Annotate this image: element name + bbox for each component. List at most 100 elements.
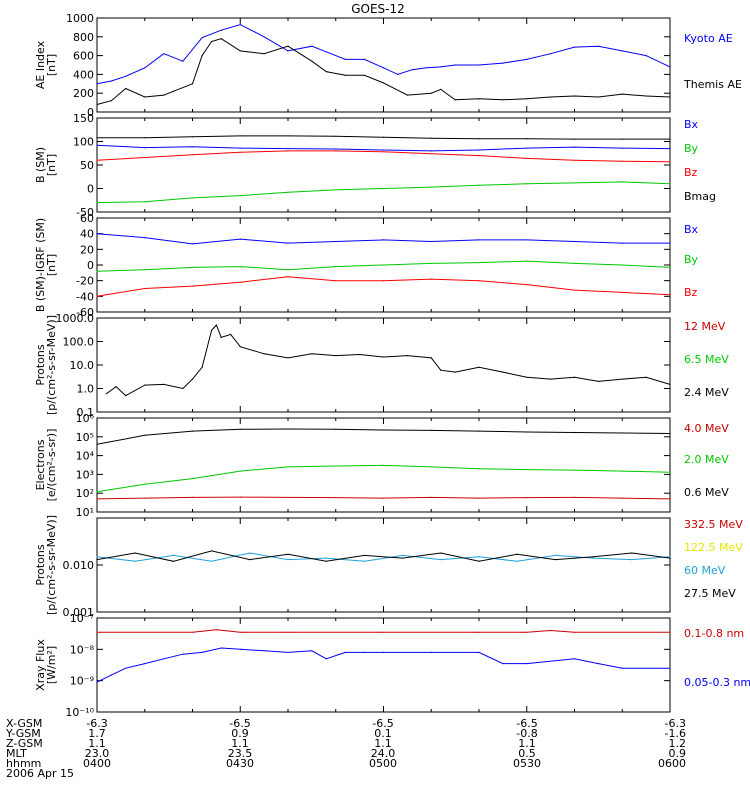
data-point [502, 371, 504, 373]
data-point [382, 464, 385, 466]
data-point [669, 96, 671, 98]
data-point [382, 239, 385, 241]
data-point [201, 366, 203, 368]
data-point [239, 147, 241, 149]
data-point [382, 651, 385, 654]
series-line [96, 233, 670, 245]
data-point [669, 471, 671, 473]
data-point [526, 284, 528, 286]
data-point [411, 69, 413, 71]
data-point [211, 550, 213, 552]
data-point [550, 378, 552, 380]
data-point [621, 470, 623, 472]
data-point [144, 147, 146, 149]
data-point [573, 376, 576, 378]
data-point [526, 631, 528, 633]
data-point [96, 159, 98, 161]
data-point [96, 103, 98, 106]
data-point [669, 266, 671, 268]
data-point [363, 560, 365, 562]
data-point [406, 94, 408, 96]
data-point [335, 266, 337, 268]
data-point [239, 281, 241, 283]
data-point [344, 74, 346, 76]
data-point [454, 371, 456, 373]
data-point [163, 94, 165, 96]
data-point [191, 496, 194, 498]
data-point [144, 137, 146, 139]
data-point [191, 285, 194, 287]
data-point [502, 62, 504, 64]
data-point [430, 186, 432, 188]
data-point [430, 240, 432, 243]
panel-frame [96, 17, 671, 113]
ephemeris-row-label: 2006 Apr 15 [6, 767, 74, 780]
data-point [201, 37, 203, 39]
legend-label: 60 MeV [684, 564, 726, 577]
data-point [287, 135, 289, 137]
data-point [96, 137, 98, 139]
data-point [430, 651, 432, 654]
data-point [526, 138, 528, 140]
ephemeris-value: 0.5 [518, 747, 536, 760]
y-tick-label: 200 [73, 87, 94, 100]
data-point [526, 147, 528, 149]
ephemeris-value: 1.1 [88, 737, 106, 750]
data-point [478, 651, 480, 654]
y-tick-label: -40 [76, 290, 94, 303]
data-point [335, 465, 337, 467]
data-point [621, 181, 623, 183]
data-point [526, 663, 528, 665]
data-point [621, 93, 623, 95]
data-point [96, 443, 98, 445]
panel-ae: 0 200 400 600 800 1000 AE Index[nT] Kyoto AE The… [34, 12, 742, 119]
data-point [311, 45, 313, 47]
data-point [430, 278, 432, 280]
data-point [631, 552, 633, 554]
data-point [144, 96, 146, 98]
data-point [287, 191, 289, 193]
data-point [239, 631, 241, 633]
data-point [621, 160, 623, 162]
data-point [669, 294, 671, 296]
data-point [669, 432, 671, 435]
data-point [573, 46, 576, 48]
data-point [430, 429, 432, 431]
data-point [220, 647, 222, 649]
data-point [382, 151, 385, 153]
data-point [573, 159, 576, 161]
data-point [526, 239, 528, 241]
data-point [669, 556, 671, 558]
data-point [669, 667, 671, 669]
y-tick-label: 10³ [76, 468, 94, 481]
data-point [621, 378, 623, 380]
y-tick-label: 10⁻⁷ [70, 612, 94, 625]
ephemeris-value: 24.0 [371, 747, 396, 760]
data-point [182, 387, 184, 390]
data-point [96, 270, 98, 272]
data-point [182, 653, 184, 655]
data-point [311, 60, 313, 62]
y-tick-label: 400 [73, 68, 94, 81]
data-point [144, 67, 146, 69]
legend-label: Bz [684, 166, 698, 179]
data-point [526, 183, 528, 185]
data-point [115, 386, 117, 388]
data-point [287, 45, 289, 47]
series-line [96, 260, 671, 272]
ephemeris-value: 0600 [658, 757, 686, 770]
series-line [96, 550, 671, 562]
y-tick-label: 0.1 [77, 406, 95, 419]
series-line [96, 552, 671, 562]
data-point [287, 276, 289, 278]
data-point [110, 100, 112, 102]
y-tick-label: 10⁶ [76, 412, 95, 425]
data-point [382, 187, 385, 190]
data-point [669, 242, 671, 244]
legend-label: 0.1-0.8 nm [684, 627, 744, 640]
data-point [325, 557, 327, 559]
ephemeris-value: 23.0 [85, 747, 110, 760]
data-point [478, 430, 480, 432]
data-point [311, 353, 313, 355]
